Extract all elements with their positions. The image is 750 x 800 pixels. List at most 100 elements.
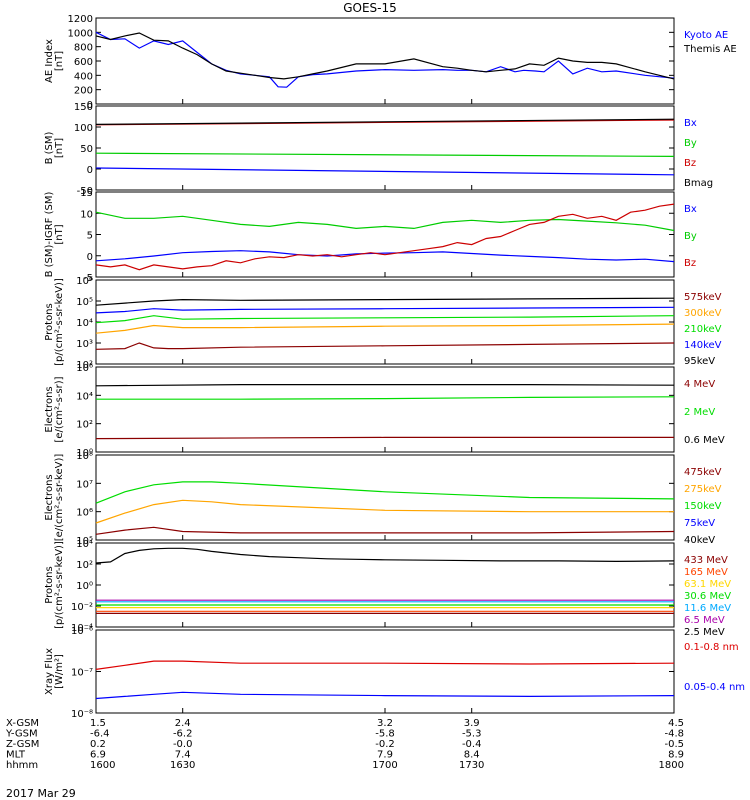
ytick-label: 10⁷	[76, 479, 93, 490]
panel-protons1: 10² 10³ 10⁴ 10⁵ 10⁶ Protons [p/(cm²-s-sr-keV)]…	[44, 276, 722, 371]
orbit-value: 1630	[170, 760, 195, 771]
legend-entry: 6.5 MeV	[684, 615, 725, 626]
legend-entry: 2 MeV	[684, 407, 715, 418]
y-axis-label: [e/(cm²-s-sr-keV)]	[54, 454, 65, 542]
ytick-label: 10⁸	[76, 451, 93, 462]
ytick-label: 100	[74, 123, 93, 134]
y-axis-label: Electrons	[44, 386, 55, 432]
ytick-label: 10⁻⁶	[71, 626, 93, 637]
orbit-value: 3.9	[464, 718, 480, 729]
legend-entry: 575keV	[684, 292, 722, 303]
legend-entry: 0.05-0.4 nm	[684, 682, 745, 693]
ytick-label: 1000	[68, 28, 93, 39]
orbit-row-label: Z-GSM	[6, 739, 39, 750]
series-line-95kev	[95, 297, 675, 306]
series-line-140kev	[95, 306, 675, 314]
legend-entry: 275keV	[684, 484, 722, 495]
orbit-value: 1700	[372, 760, 397, 771]
panel-frame	[95, 279, 675, 365]
ytick-label: 10⁰	[76, 448, 93, 459]
orbit-value: 1730	[459, 760, 484, 771]
legend-entry: 150keV	[684, 501, 722, 512]
legend-entry: 30.6 MeV	[684, 591, 731, 602]
panel-frame	[95, 629, 675, 714]
ytick-label: -50	[77, 186, 93, 197]
series-line-0-1-0-8-nm	[95, 660, 675, 670]
panel-protons2: 10⁻⁴ 10⁻² 10⁰ 10² 10⁴ Protons [p/(cm²-s-sr-keV…	[44, 539, 731, 638]
series-line-bz	[95, 203, 675, 271]
figure-title: GOES-15	[343, 1, 397, 15]
series-line-2-mev	[96, 396, 675, 400]
orbit-value: 8.4	[464, 750, 480, 761]
series-line-210kev	[95, 315, 675, 324]
orbit-value: 6.9	[90, 750, 106, 761]
legend-entry: 0.1-0.8 nm	[684, 642, 739, 653]
ytick-label: 1200	[68, 14, 93, 25]
orbit-value: 8.9	[668, 750, 684, 761]
ytick-label: 10²	[76, 560, 93, 571]
y-axis-label: Protons	[44, 566, 55, 603]
y-axis-label: Protons	[44, 303, 55, 340]
series-line-2-5-mev	[95, 547, 675, 564]
series-line-bx	[95, 250, 675, 263]
ytick-label: 10⁻⁸	[71, 709, 93, 720]
panel-frame	[95, 366, 675, 453]
legend-entry: 63.1 MeV	[684, 579, 731, 590]
series-line-bx	[95, 167, 675, 176]
ytick-label: 10⁶	[76, 363, 93, 374]
ytick-label: 10⁰	[76, 581, 93, 592]
y-axis-label: B (SM)-IGRF (SM)	[44, 192, 55, 278]
ytick-label: 10⁻⁷	[71, 668, 93, 679]
legend-entry: Bz	[684, 258, 696, 269]
orbit-value: -0.0	[173, 739, 193, 750]
series-line-575kev	[95, 342, 675, 350]
ytick-label: 5	[87, 231, 93, 242]
panel-frame	[95, 17, 675, 105]
legend-entry: Themis AE	[683, 44, 737, 55]
legend-entry: Bz	[684, 158, 696, 169]
orbit-row-label: hhmm	[6, 760, 38, 771]
orbit-value: -5.8	[375, 729, 395, 740]
ytick-label: 15	[80, 188, 93, 199]
y-axis-label: [nT]	[54, 51, 65, 71]
orbit-value: -4.8	[664, 729, 684, 740]
ytick-label: 10²	[76, 420, 93, 431]
ytick-label: 0	[87, 100, 93, 111]
ytick-label: 10⁻⁴	[71, 623, 93, 634]
ytick-label: 800	[74, 43, 93, 54]
panel-xray: 10⁻⁸ 10⁻⁷ 10⁻⁶ Xray Flux [W/m²] 0.1-0.8 nm 0.0…	[44, 626, 745, 720]
legend-entry: 4 MeV	[684, 379, 715, 390]
ytick-label: 600	[74, 57, 93, 68]
ytick-label: 10⁻²	[71, 602, 93, 613]
y-axis-label: [nT]	[54, 138, 65, 158]
y-axis-label: AE Index	[44, 39, 55, 83]
ytick-label: 10⁶	[76, 508, 93, 519]
legend-entry: 210keV	[684, 324, 722, 335]
ytick-label: 10⁴	[76, 391, 93, 402]
ytick-label: 10³	[76, 339, 93, 350]
orbit-value: 2.4	[175, 718, 191, 729]
panel-electrons1: 10⁰ 10² 10⁴ 10⁶ Electrons [e/(cm²-s-sr)] 4 MeV…	[44, 363, 725, 459]
panel-frame	[95, 191, 675, 278]
series-line-300kev	[95, 323, 675, 334]
series-line-kyoto-ae	[95, 31, 675, 88]
orbit-value: 3.2	[377, 718, 393, 729]
y-axis-label: [e/(cm²-s-sr)]	[54, 376, 65, 442]
ytick-label: 10²	[76, 360, 93, 371]
orbit-value: -0.5	[664, 739, 684, 750]
ytick-label: 10⁶	[76, 276, 93, 287]
series-line-150kev	[95, 481, 675, 504]
legend-entry: 40keV	[684, 535, 715, 546]
legend-entry: 95keV	[684, 356, 715, 367]
legend-entry: Kyoto AE	[684, 30, 728, 41]
orbit-row-label: X-GSM	[6, 718, 39, 729]
panel-frame	[95, 105, 675, 191]
legend-entry: By	[684, 138, 697, 149]
legend-entry: 140keV	[684, 340, 722, 351]
legend-entry: Bmag	[684, 178, 713, 189]
orbit-value: 1.5	[90, 718, 106, 729]
orbit-value: 1600	[90, 760, 115, 771]
